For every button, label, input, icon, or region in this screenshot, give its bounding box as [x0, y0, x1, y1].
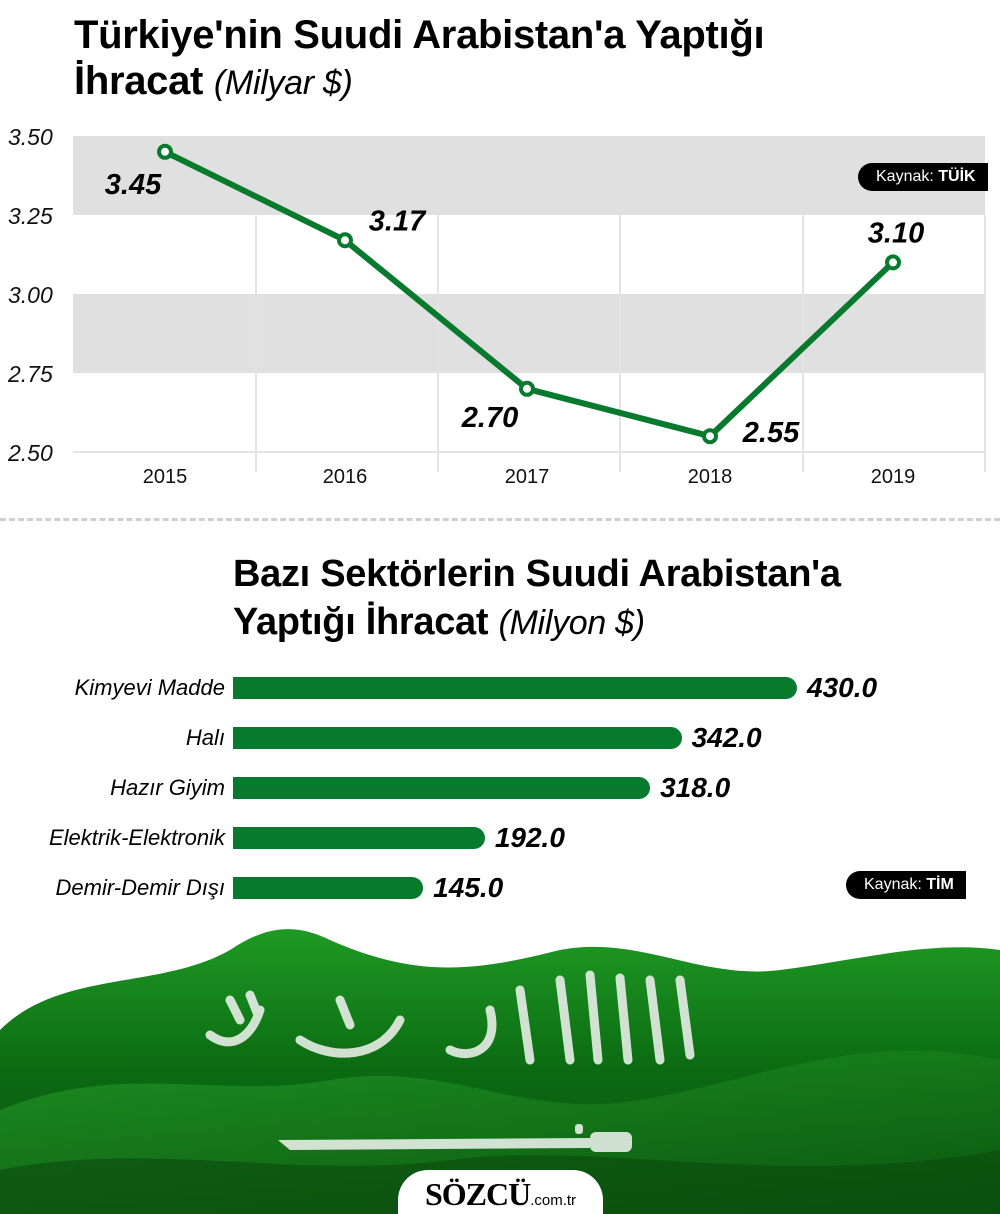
shahada-calligraphy — [205, 970, 695, 1065]
bar-value: 192.0 — [494, 822, 565, 853]
y-tick-label: 3.50 — [8, 124, 53, 150]
line-chart-title-line2-wrap: İhracat (Milyar $) — [74, 58, 764, 106]
x-tick-label: 2019 — [871, 466, 916, 488]
line-chart: 3.50 3.25 3.00 2.75 2.50 2015 2016 2017 2018 2019… — [7, 124, 986, 488]
logo-domain: .com.tr — [530, 1192, 577, 1209]
grid-band — [73, 136, 985, 215]
data-point-marker — [157, 143, 173, 160]
data-point-marker — [337, 232, 353, 249]
bar-row: Kimyevi Madde 430.0 — [0, 670, 1000, 706]
grid-band — [73, 294, 985, 373]
bar — [233, 777, 651, 799]
bar-chart-title: Bazı Sektörlerin Suudi Arabistan'a Yaptı… — [233, 550, 841, 647]
saudi-flag-image — [0, 929, 1000, 1214]
bar-value: 145.0 — [433, 872, 504, 903]
bar — [233, 877, 424, 899]
line-chart-unit: (Milyar $) — [213, 64, 353, 102]
source-badge-tim: Kaynak: TİM — [846, 871, 966, 899]
sword-icon — [278, 1124, 632, 1152]
y-tick-label: 3.25 — [8, 203, 53, 229]
source-name: TİM — [926, 876, 954, 893]
section-divider — [0, 518, 1000, 521]
data-label: 2.70 — [461, 402, 518, 434]
bar-row: Halı 342.0 — [0, 720, 1000, 756]
x-tick-label: 2017 — [505, 466, 550, 488]
bar-row: Elektrik-Elektronik 192.0 — [0, 820, 1000, 856]
source-name: TÜİK — [938, 168, 976, 185]
bar-label: Kimyevi Madde — [74, 675, 225, 700]
sozcu-logo[interactable]: SÖZCÜ.com.tr — [398, 1170, 603, 1214]
x-tick-label: 2016 — [323, 466, 368, 488]
y-tick-label: 2.75 — [7, 361, 53, 387]
bar-chart-title-line2-wrap: Yaptığı İhracat (Milyon $) — [233, 598, 841, 647]
bar-value: 318.0 — [660, 772, 731, 803]
source-prefix: Kaynak: — [864, 876, 922, 893]
bar-value: 342.0 — [691, 722, 762, 753]
y-tick-label: 3.00 — [8, 282, 53, 308]
source-badge-tuik: Kaynak: TÜİK — [858, 163, 988, 191]
bar — [233, 727, 682, 749]
data-label: 3.10 — [868, 217, 924, 249]
y-tick-label: 2.50 — [7, 440, 53, 466]
line-chart-title-line1: Türkiye'nin Suudi Arabistan'a Yaptığı — [74, 13, 765, 57]
data-label: 3.45 — [105, 169, 162, 201]
bar-label: Halı — [185, 725, 225, 750]
bar-label: Hazır Giyim — [110, 775, 225, 800]
data-label: 2.55 — [742, 417, 800, 449]
x-tick-label: 2018 — [688, 466, 733, 488]
x-tick-label: 2015 — [143, 466, 188, 488]
bar-label: Demir-Demir Dışı — [55, 875, 225, 900]
bar-row: Hazır Giyim 318.0 — [0, 770, 1000, 806]
data-point-marker — [519, 380, 535, 397]
bar-chart-title-line2: Yaptığı İhracat — [233, 601, 489, 643]
line-chart-title-line2: İhracat — [74, 59, 204, 103]
data-label: 3.17 — [369, 205, 427, 237]
bar-label: Elektrik-Elektronik — [48, 825, 225, 850]
bar-value: 430.0 — [807, 672, 878, 703]
source-prefix: Kaynak: — [876, 168, 934, 185]
line-chart-title: Türkiye'nin Suudi Arabistan'a Yaptığı İh… — [74, 12, 765, 106]
bar-row: Demir-Demir Dışı 145.0 — [0, 870, 1000, 906]
logo-text: SÖZCÜ.com.tr — [398, 1176, 603, 1213]
data-point-marker — [702, 428, 718, 445]
data-point-marker — [885, 254, 901, 271]
bar-chart-unit: (Milyon $) — [498, 604, 646, 642]
logo-brand: SÖZCÜ — [424, 1176, 531, 1212]
bar — [233, 677, 797, 699]
bar-chart-title-line1: Bazı Sektörlerin Suudi Arabistan'a — [233, 553, 841, 595]
bar — [233, 827, 485, 849]
